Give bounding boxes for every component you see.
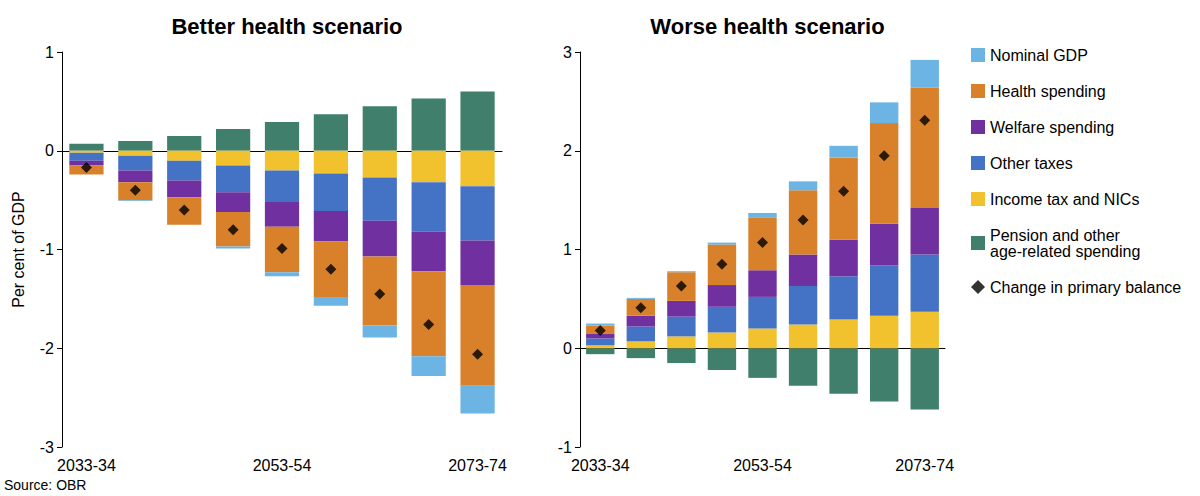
svg-text:2053-54: 2053-54 xyxy=(733,457,792,474)
svg-text:2073-74: 2073-74 xyxy=(895,457,954,474)
svg-text:0: 0 xyxy=(563,340,572,357)
svg-text:Source: OBR: Source: OBR xyxy=(4,477,86,493)
svg-text:Other taxes: Other taxes xyxy=(990,155,1073,172)
svg-text:3: 3 xyxy=(563,44,572,61)
svg-text:Better health scenario: Better health scenario xyxy=(171,14,402,39)
svg-text:Pension and other: Pension and other xyxy=(990,227,1124,244)
svg-text:-2: -2 xyxy=(40,340,54,357)
svg-text:2073-74: 2073-74 xyxy=(448,457,507,474)
svg-text:Change in primary balance: Change in primary balance xyxy=(990,279,1181,296)
svg-text:2033-34: 2033-34 xyxy=(571,457,630,474)
svg-text:Income tax and NICs: Income tax and NICs xyxy=(990,191,1139,208)
svg-text:Worse health scenario: Worse health scenario xyxy=(650,14,884,39)
svg-text:Health spending: Health spending xyxy=(990,83,1106,100)
svg-text:age-related spending: age-related spending xyxy=(990,243,1140,260)
svg-text:Welfare spending: Welfare spending xyxy=(990,119,1114,136)
svg-text:2: 2 xyxy=(563,142,572,159)
svg-text:-1: -1 xyxy=(558,439,572,456)
svg-text:-3: -3 xyxy=(40,439,54,456)
svg-text:Nominal GDP: Nominal GDP xyxy=(990,47,1088,64)
svg-text:-1: -1 xyxy=(40,241,54,258)
svg-text:1: 1 xyxy=(45,44,54,61)
svg-text:1: 1 xyxy=(563,241,572,258)
svg-text:0: 0 xyxy=(45,142,54,159)
svg-text:2053-54: 2053-54 xyxy=(253,457,312,474)
svg-text:2033-34: 2033-34 xyxy=(57,457,116,474)
svg-text:Per cent of GDP: Per cent of GDP xyxy=(10,191,27,308)
